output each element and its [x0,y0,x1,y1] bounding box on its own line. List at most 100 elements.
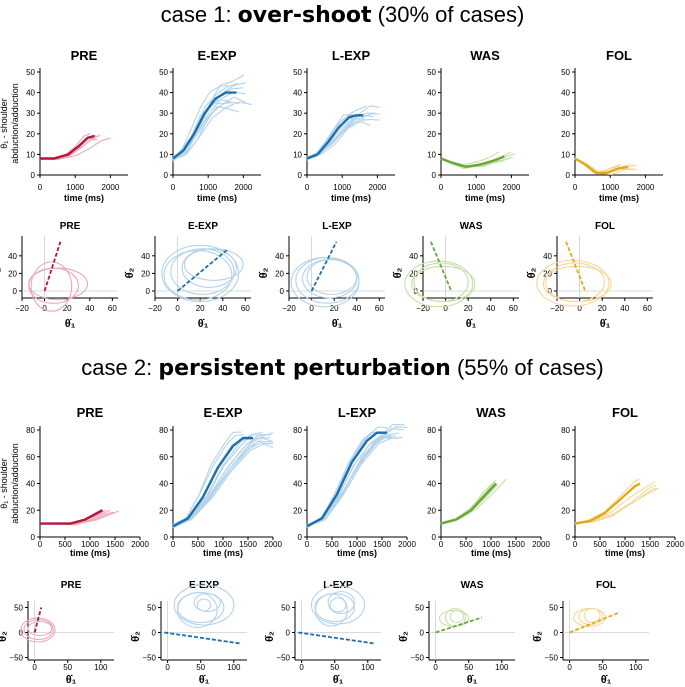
phase-loop [310,585,366,625]
panel-title: FOL [596,580,616,591]
regression-line [565,241,587,292]
x-tick-label: 100 [227,663,241,672]
regression-line [569,611,620,634]
phase-loop [163,250,233,301]
phase-loop [449,609,464,624]
y-tick-label: 0 [432,171,437,180]
x-tick-label: −20 [416,304,430,313]
regression-line [310,241,338,292]
mean-line [306,431,387,528]
y-tick-label: 50 [14,604,23,613]
y-tick-label: 20 [8,269,17,278]
y-tick-label: 10 [26,150,35,159]
phase-loop [290,257,360,308]
y-axis-label-theta2: θ̇₂ [0,631,9,642]
x-tick-label: 1000 [616,540,634,549]
x-axis-label-theta1: θ̇₁ [600,318,611,330]
regression-line [298,631,375,645]
panel-title: FOL [612,405,638,420]
y-axis-label-line1: θ₁ - shoulder [0,98,9,149]
x-tick-label: 100 [495,663,509,672]
x-tick-label: 0 [433,663,438,672]
x-tick-label: 500 [58,540,72,549]
y-tick-label: 60 [427,453,436,462]
x-tick-label: 1000 [467,183,485,192]
y-axis-label-theta2: θ̇₂ [532,631,544,642]
trial-line [172,442,274,528]
x-tick-label: 40 [352,304,361,313]
x-tick-label: 500 [325,540,339,549]
x-tick-label: 1500 [373,540,391,549]
x-axis-label-time: time (ms) [70,548,110,558]
x-tick-label: 1000 [601,183,619,192]
x-tick-label: −20 [550,304,564,313]
panel-e-exp-0-phase: E-EXP −20 0 20 40 60 0 20 40 θ̇₁ θ̇₂ [124,221,251,330]
phase-loop [329,597,347,613]
x-tick-label: 2000 [503,183,521,192]
x-tick-label: 20 [464,304,473,313]
x-tick-label: 1000 [66,183,84,192]
regression-line [177,248,229,292]
x-tick-label: 0 [439,540,444,549]
y-axis-label-theta2: θ̇₂ [392,267,404,278]
y-tick-label: 60 [561,453,570,462]
case-2-suffix: (55% of cases) [450,355,604,380]
x-tick-label: 100 [629,663,643,672]
y-tick-label: 40 [293,89,302,98]
x-axis-label-time: time (ms) [331,193,371,203]
x-tick-label: 1500 [106,540,124,549]
y-axis-label-theta2: θ̇₂ [258,267,270,278]
y-tick-label: 40 [275,252,284,261]
x-tick-label: 40 [486,304,495,313]
case-1-emphasis: over-shoot [237,3,372,28]
trial-line [306,436,399,526]
y-tick-label: 0 [164,533,169,542]
x-tick-label: 2000 [532,540,550,549]
x-tick-label: 60 [509,304,518,313]
phase-loop [27,620,53,637]
x-axis-label-theta1: θ̇₁ [65,318,76,330]
phase-loop [30,261,73,312]
y-tick-label: 10 [159,150,168,159]
x-tick-label: 2000 [398,540,416,549]
y-tick-label: 0 [31,171,36,180]
x-tick-label: 50 [196,663,205,672]
panel-fol-0-time: FOL 0 1000 2000 0 10 20 30 40 50 time (ms) [561,48,663,203]
panel-e-exp-1-time: E-EXP 0 500 1000 1500 2000 0 20 40 60 80 time (ms) [159,405,282,558]
y-tick-label: 20 [275,269,284,278]
x-tick-label: −20 [15,304,29,313]
phase-loop [170,248,235,295]
mean-line [172,436,253,528]
y-tick-label: 10 [293,150,302,159]
y-tick-label: 50 [427,68,436,77]
y-tick-label: 20 [409,269,418,278]
x-axis-label-time: time (ms) [197,193,237,203]
y-tick-label: 50 [281,604,290,613]
y-tick-label: 0 [164,171,169,180]
panel-pre-0-time: PRE 0 1000 2000 0 10 20 30 40 50 time (ms) [26,48,128,203]
y-tick-label: 20 [427,130,436,139]
x-tick-label: 0 [42,304,47,313]
panel-title: E-EXP [197,48,236,63]
mean-line [40,509,104,525]
chart-row-0-phase: PRE −20 0 20 40 60 0 20 40 θ̇₁ θ̇₂ E-EXP −20 0 20 40 60 0… [0,221,653,330]
y-tick-label: 30 [293,109,302,118]
x-tick-label: 100 [361,663,375,672]
trial-line [172,96,247,158]
phase-loop [438,609,470,628]
x-axis-label-theta1: θ̇₁ [601,674,612,686]
y-tick-label: 20 [561,130,570,139]
x-axis-label-theta1: θ̇₁ [333,674,344,686]
y-tick-label: 20 [293,130,302,139]
x-axis-label-time: time (ms) [203,548,243,558]
panel-title: WAS [476,405,506,420]
x-axis-label-theta1: θ̇₁ [467,674,478,686]
x-tick-label: 60 [241,304,250,313]
y-axis-label-shoulder: θ₁ - shoulder abduction/adduction [0,83,20,164]
case-1-prefix: case 1: [160,2,238,27]
mean-line [574,157,629,175]
trial-line [306,426,408,528]
phase-loop [28,267,89,301]
